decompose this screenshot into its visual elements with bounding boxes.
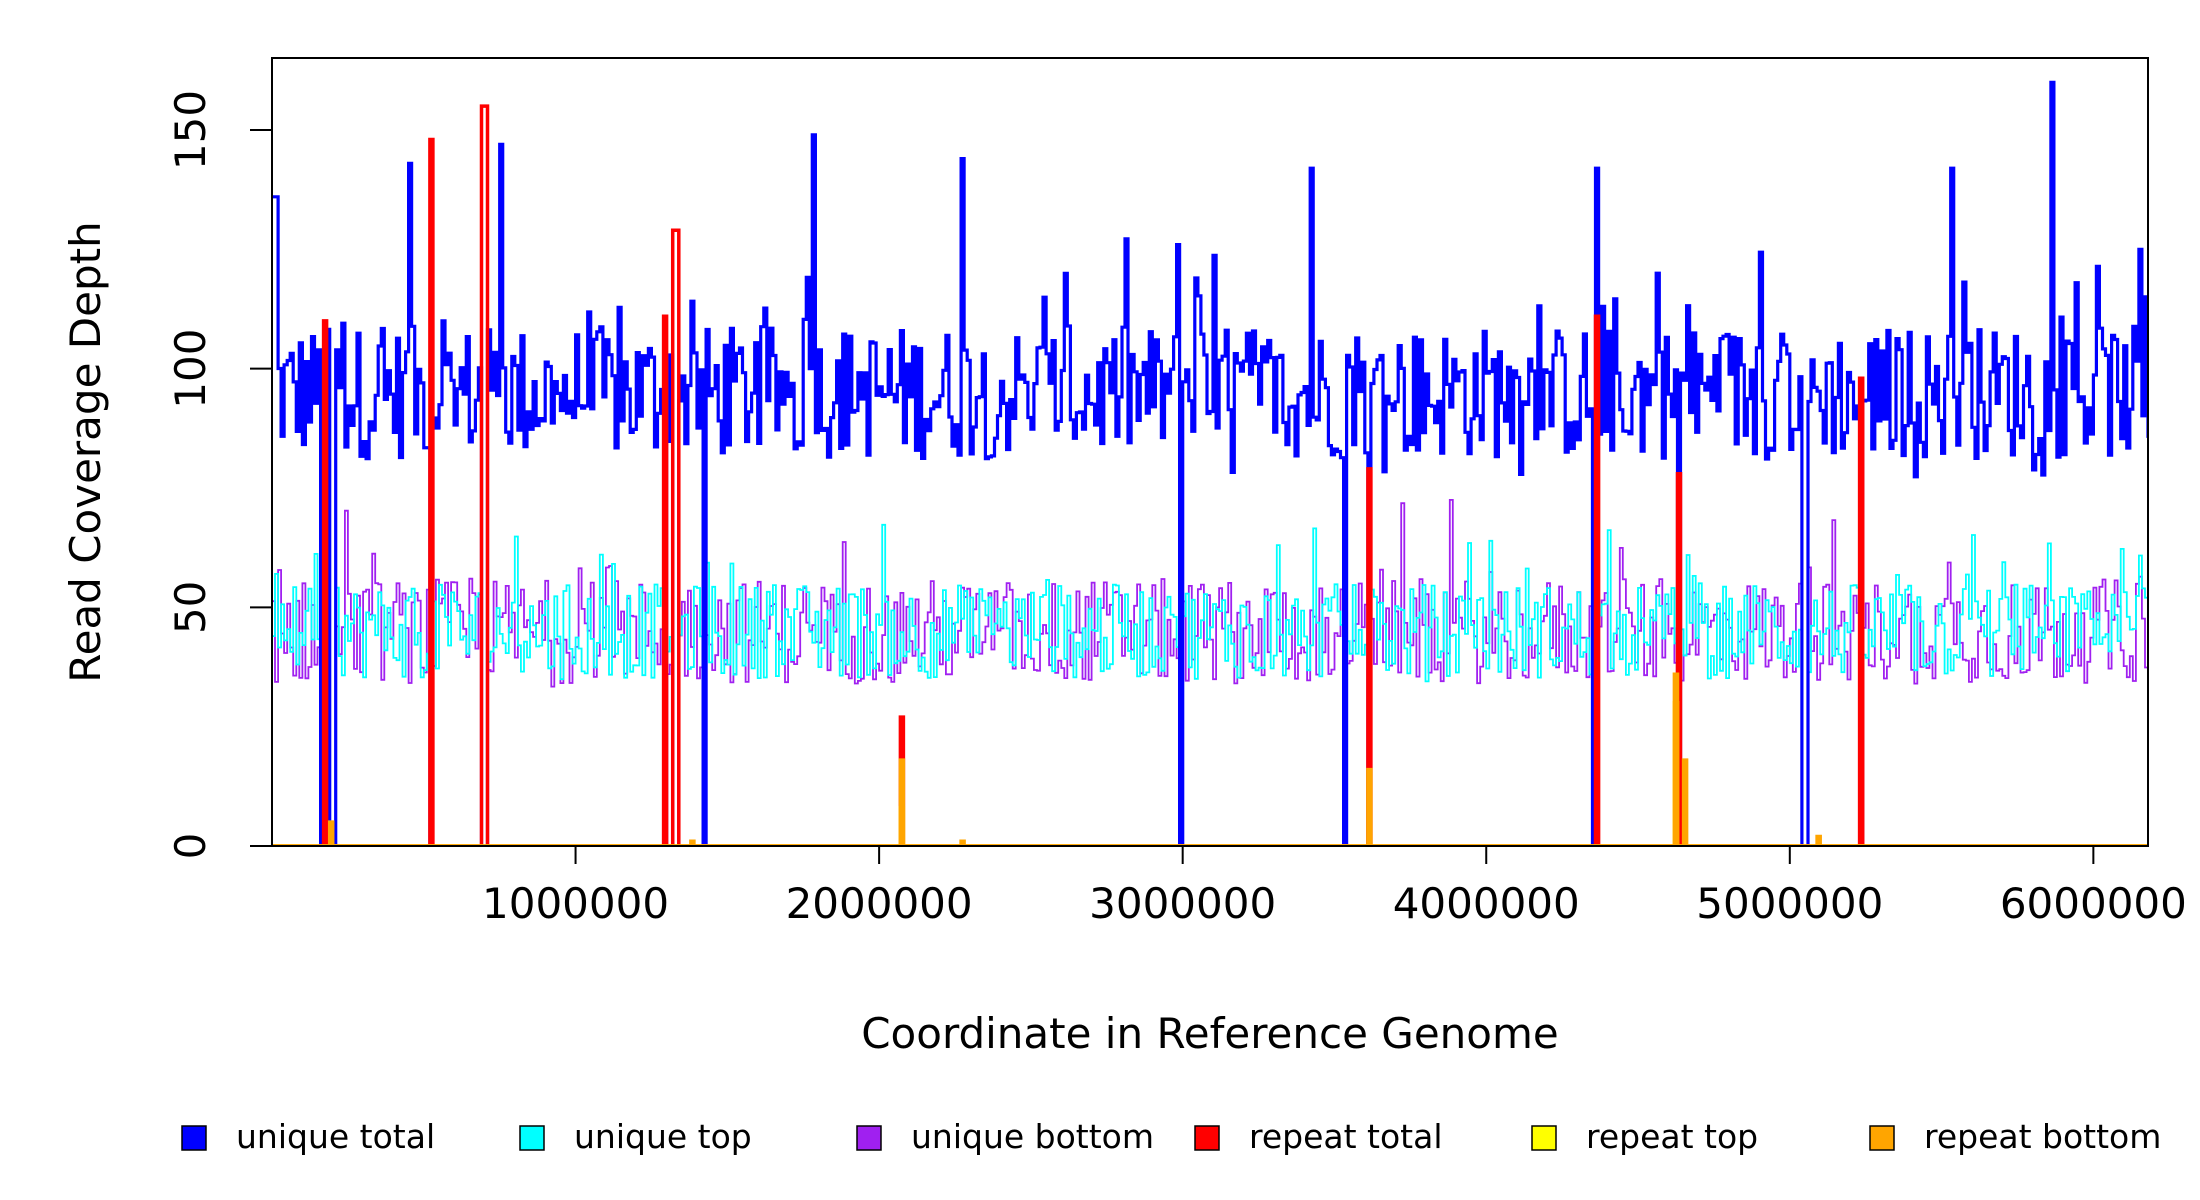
legend-label: unique bottom <box>911 1117 1154 1156</box>
legend-item-unique-bottom: unique bottom <box>856 1117 1154 1156</box>
x-tick-label: 2000000 <box>786 879 973 928</box>
legend-item-unique-top: unique top <box>519 1117 752 1156</box>
legend-label: repeat bottom <box>1924 1117 2161 1156</box>
legend-swatch <box>519 1125 545 1151</box>
y-tick-label: 100 <box>166 329 215 409</box>
series-unique-total <box>272 80 2148 846</box>
y-tick-label: 0 <box>166 833 215 860</box>
y-axis-label: Read Coverage Depth <box>61 221 110 682</box>
legend-item-unique-total: unique total <box>181 1117 435 1156</box>
legend-label: repeat top <box>1586 1117 1758 1156</box>
legend-swatch <box>856 1125 882 1151</box>
y-axis: 0 50 100 150 <box>166 90 272 859</box>
y-tick-label: 50 <box>166 581 215 634</box>
series-line <box>272 80 2148 846</box>
y-tick-label: 150 <box>166 90 215 170</box>
x-tick-label: 4000000 <box>1393 879 1580 928</box>
legend: unique total unique top unique bottom repea… <box>181 1117 2161 1156</box>
x-tick-label: 3000000 <box>1089 879 1276 928</box>
x-tick-label: 5000000 <box>1696 879 1883 928</box>
x-tick-label: 1000000 <box>482 879 669 928</box>
legend-item-repeat-total: repeat total <box>1194 1117 1443 1156</box>
x-tick-label: 6000000 <box>2000 879 2187 928</box>
series-line <box>272 523 2148 846</box>
series-layer <box>272 80 2148 846</box>
plot-frame <box>271 57 2149 847</box>
legend-swatch <box>1531 1125 1557 1151</box>
legend-label: repeat total <box>1249 1117 1443 1156</box>
legend-label: unique top <box>574 1117 752 1156</box>
series-unique-top <box>272 523 2148 846</box>
legend-swatch <box>1869 1125 1895 1151</box>
legend-item-repeat-bottom: repeat bottom <box>1869 1117 2161 1156</box>
legend-label: unique total <box>236 1117 435 1156</box>
x-axis: 1000000 2000000 3000000 4000000 5000000 60000… <box>482 846 2187 928</box>
legend-swatch <box>181 1125 207 1151</box>
legend-item-repeat-top: repeat top <box>1531 1117 1758 1156</box>
legend-swatch <box>1194 1125 1220 1151</box>
x-axis-label: Coordinate in Reference Genome <box>861 1009 1559 1058</box>
